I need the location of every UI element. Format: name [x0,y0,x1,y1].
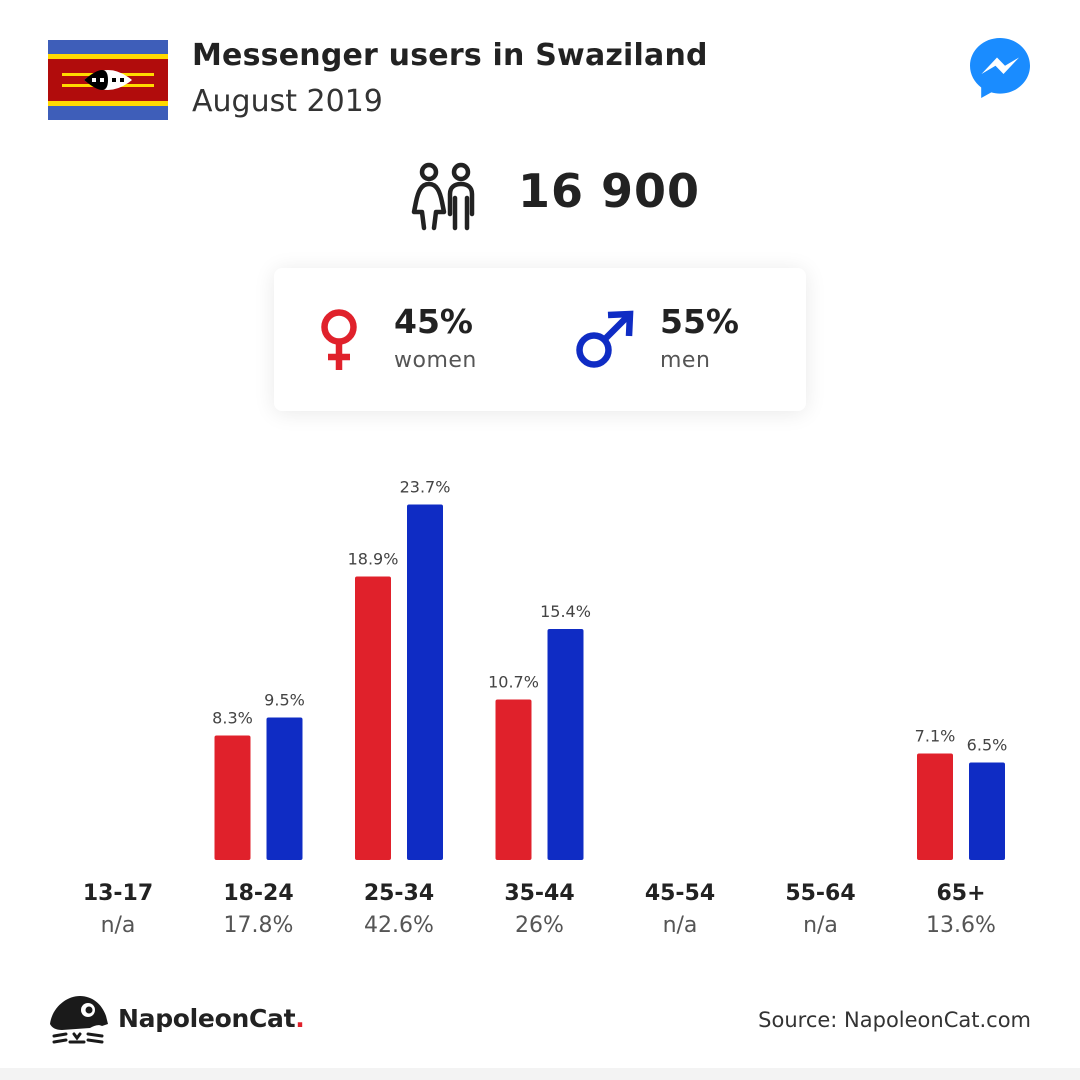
men-percentage: 55% [660,302,739,341]
bar-label-men-65+: 6.5% [967,736,1008,755]
women-percentage: 45% [394,302,473,341]
bar-men-35-44 [547,629,584,860]
bar-women-35-44 [495,699,532,860]
bar-men-18-24 [266,717,303,860]
bottom-strip [0,1068,1080,1080]
bar-label-women-65+: 7.1% [915,727,956,746]
messenger-icon [970,38,1030,98]
users-icon [411,162,475,231]
category-label-25-34: 25-34 [364,881,434,906]
category-total-13-17: n/a [101,913,136,938]
category-label-13-17: 13-17 [83,881,153,906]
bar-women-18-24 [214,735,251,860]
category-label-65+: 65+ [936,881,985,906]
bar-label-men-25-34: 23.7% [400,478,451,497]
category-total-18-24: 17.8% [224,913,294,938]
category-total-65+: 13.6% [926,913,996,938]
female-icon [321,309,357,370]
category-label-55-64: 55-64 [785,881,855,906]
bar-women-65+ [917,753,953,860]
bar-label-women-18-24: 8.3% [212,709,253,728]
age-gender-bar-chart: 13-17 n/a 8.3% 9.5% 18-24 17.8% 18.9% 23.7% 25-3… [83,478,1008,939]
category-total-35-44: 26% [515,913,564,938]
category-total-55-64: n/a [803,913,838,938]
men-label: men [660,348,711,373]
bar-men-25-34 [407,504,443,860]
brand-name: NapoleonCat [118,1004,296,1033]
category-total-25-34: 42.6% [364,913,434,938]
swaziland-flag [48,40,168,120]
gender-split-card: 45% women 55% men [274,268,806,411]
bar-label-men-18-24: 9.5% [264,691,305,710]
male-icon [576,310,634,368]
category-label-35-44: 35-44 [504,881,574,906]
bar-men-65+ [969,762,1005,860]
napoleoncat-logo-icon [50,996,108,1044]
page-title: Messenger users in Swaziland [192,38,708,73]
bar-label-women-35-44: 10.7% [488,673,539,692]
bar-women-25-34 [355,576,391,860]
category-label-18-24: 18-24 [223,881,293,906]
category-label-45-54: 45-54 [645,881,715,906]
source-credit: Source: NapoleonCat.com [758,1008,1031,1032]
bar-label-men-35-44: 15.4% [540,602,591,621]
women-label: women [394,348,477,373]
total-users: 16 900 [518,164,701,218]
page-subtitle: August 2019 [192,84,383,119]
brand-dot: . [295,1004,305,1033]
category-total-45-54: n/a [663,913,698,938]
bar-label-women-25-34: 18.9% [348,550,399,569]
napoleoncat-brand[interactable]: NapoleonCat. [118,1004,305,1033]
